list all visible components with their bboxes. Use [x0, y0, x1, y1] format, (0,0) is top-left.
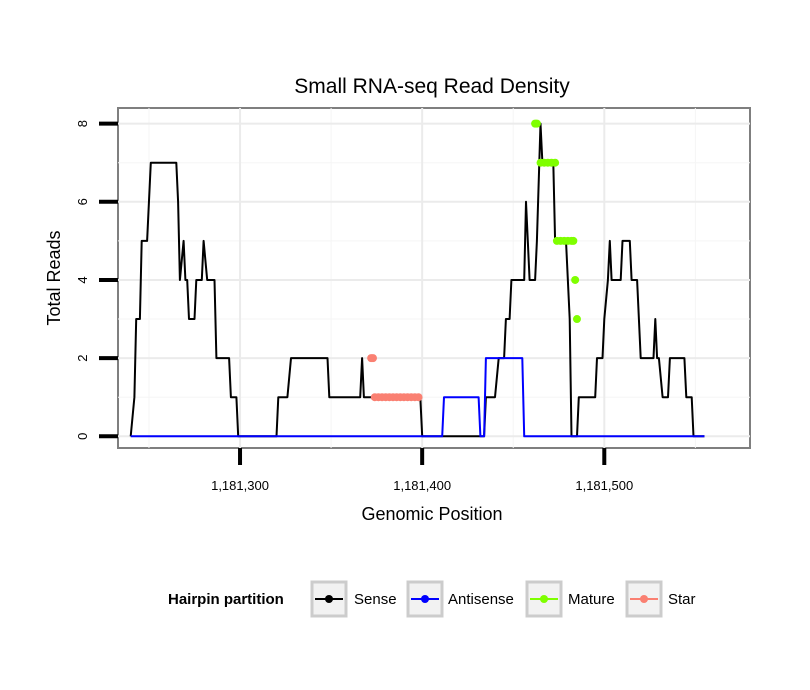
legend-label: Antisense: [448, 591, 514, 608]
y-tick-label: 6: [75, 198, 90, 205]
y-tick-label: 4: [75, 276, 90, 283]
data-point-mature: [551, 158, 560, 167]
data-point-mature: [571, 275, 580, 284]
x-tick-label: 1,181,400: [393, 478, 451, 493]
series-layer: [129, 119, 705, 438]
legend-item-sense: Sense: [310, 580, 397, 618]
data-point-mature: [532, 119, 541, 128]
series-sense: [129, 122, 705, 438]
legend-label: Mature: [568, 591, 615, 608]
legend-title: Hairpin partition: [168, 591, 284, 608]
y-tick-label: 8: [75, 120, 90, 127]
x-axis-title: Genomic Position: [361, 504, 502, 524]
series-antisense: [130, 357, 705, 438]
data-point-star: [368, 354, 377, 363]
legend-key-point: [325, 595, 333, 603]
series-mature: [531, 119, 581, 324]
data-point-star: [414, 393, 423, 402]
y-tick-label: 0: [75, 433, 90, 440]
plot-panel: [117, 107, 751, 449]
y-axis: 0 2 4 6 8: [75, 120, 118, 440]
legend-item-mature: Mature: [525, 580, 615, 618]
chart-title: Small RNA-seq Read Density: [294, 75, 570, 98]
series-line-antisense: [130, 357, 705, 438]
legend-label: Star: [668, 591, 696, 608]
legend-label: Sense: [354, 591, 397, 608]
y-tick-label: 2: [75, 354, 90, 361]
legend-item-antisense: Antisense: [406, 580, 514, 618]
x-axis: 1,181,300 1,181,400 1,181,500: [211, 448, 633, 493]
x-tick-label: 1,181,500: [575, 478, 633, 493]
data-point-mature: [569, 236, 578, 245]
series-star: [367, 354, 423, 402]
series-line-sense: [129, 122, 705, 438]
legend-item-star: Star: [625, 580, 696, 618]
legend: Hairpin partition Sense Antisense Mature St…: [168, 580, 696, 618]
legend-key-point: [421, 595, 429, 603]
legend-key-point: [640, 595, 648, 603]
legend-key-point: [540, 595, 548, 603]
data-point-mature: [572, 315, 581, 324]
y-axis-title: Total Reads: [44, 230, 64, 325]
x-tick-label: 1,181,300: [211, 478, 269, 493]
